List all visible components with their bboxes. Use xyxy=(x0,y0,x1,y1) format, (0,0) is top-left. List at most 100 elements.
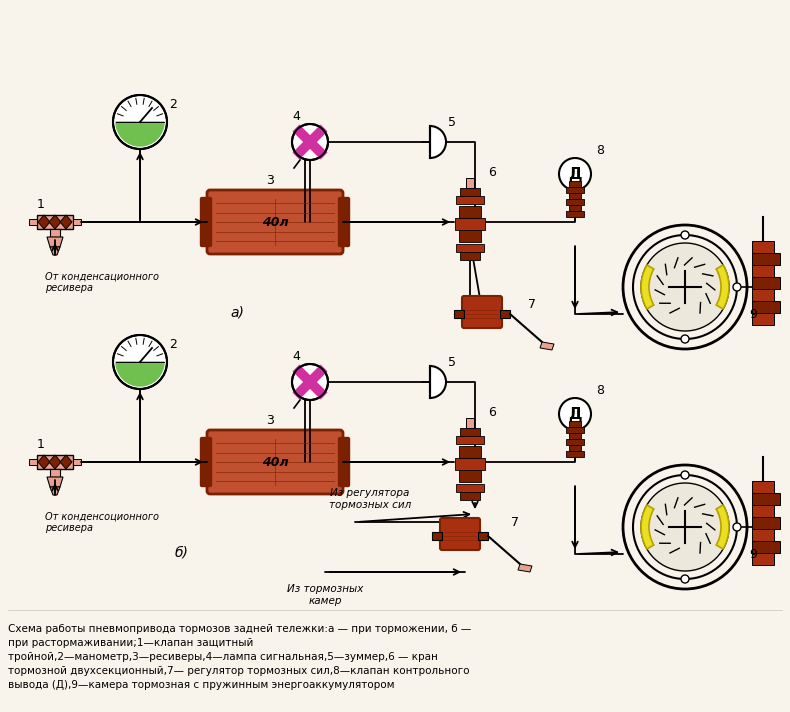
Bar xyxy=(50,469,60,477)
Text: а): а) xyxy=(230,306,244,320)
Bar xyxy=(50,229,60,237)
Text: тройной,2—манометр,3—ресиверы,4—лампа сигнальная,5—зуммер,6 — кран: тройной,2—манометр,3—ресиверы,4—лампа си… xyxy=(8,652,438,662)
Polygon shape xyxy=(47,237,63,247)
Bar xyxy=(455,218,485,230)
Text: От конденсационного
ресивера: От конденсационного ресивера xyxy=(45,271,159,293)
Bar xyxy=(460,252,480,260)
Bar xyxy=(29,219,37,225)
Text: тормозной двухсекционный,7— регулятор тормозных сил,8—клапан контрольного: тормозной двухсекционный,7— регулятор то… xyxy=(8,666,469,676)
FancyBboxPatch shape xyxy=(201,197,212,246)
FancyBboxPatch shape xyxy=(201,437,212,486)
Bar xyxy=(459,470,481,482)
Text: От конденсоционного
ресивера: От конденсоционного ресивера xyxy=(45,511,159,533)
FancyBboxPatch shape xyxy=(462,296,502,328)
Wedge shape xyxy=(717,265,729,309)
Wedge shape xyxy=(430,366,446,398)
Text: Из регулятора
тормозных сил: Из регулятора тормозных сил xyxy=(329,488,411,510)
Bar xyxy=(569,205,581,211)
Bar xyxy=(569,433,581,439)
Bar xyxy=(478,532,488,540)
Bar xyxy=(460,428,480,436)
Wedge shape xyxy=(641,265,654,309)
Circle shape xyxy=(633,235,737,339)
Bar xyxy=(752,541,780,553)
Wedge shape xyxy=(717,505,729,549)
Circle shape xyxy=(559,398,591,430)
Bar xyxy=(460,492,480,500)
Bar xyxy=(752,493,780,505)
Bar xyxy=(459,230,481,242)
Bar xyxy=(569,421,581,427)
Bar xyxy=(752,289,774,301)
Text: 1: 1 xyxy=(37,437,45,451)
Bar xyxy=(459,206,481,218)
Bar xyxy=(432,532,442,540)
Bar xyxy=(73,219,81,225)
Text: 7: 7 xyxy=(511,515,519,528)
Circle shape xyxy=(292,124,328,160)
Bar xyxy=(566,199,584,205)
Bar xyxy=(566,439,584,445)
Circle shape xyxy=(641,483,729,571)
Bar xyxy=(752,529,774,541)
Text: Д: Д xyxy=(568,167,581,182)
Bar xyxy=(466,418,474,428)
Text: 4: 4 xyxy=(292,350,300,362)
Bar xyxy=(37,455,73,469)
Bar xyxy=(752,265,774,277)
Wedge shape xyxy=(430,126,446,158)
Circle shape xyxy=(733,283,741,291)
Bar xyxy=(752,253,780,265)
Polygon shape xyxy=(540,342,554,350)
Circle shape xyxy=(113,335,167,389)
Text: 2: 2 xyxy=(169,337,177,350)
Text: Из тормозных
камер: Из тормозных камер xyxy=(287,584,363,606)
Polygon shape xyxy=(49,215,61,229)
Bar xyxy=(752,553,774,565)
Text: вывода (Д),9—камера тормозная с пружинным энергоаккумулятором: вывода (Д),9—камера тормозная с пружинны… xyxy=(8,680,394,690)
Bar xyxy=(456,196,484,204)
Text: 9: 9 xyxy=(749,308,757,322)
Bar xyxy=(752,517,780,529)
FancyBboxPatch shape xyxy=(207,190,343,254)
Bar xyxy=(569,445,581,451)
Text: при растормаживании;1—клапан защитный: при растормаживании;1—клапан защитный xyxy=(8,638,254,648)
Circle shape xyxy=(292,364,328,400)
Bar xyxy=(455,458,485,470)
Polygon shape xyxy=(518,564,532,572)
Polygon shape xyxy=(47,477,63,487)
Text: 8: 8 xyxy=(596,144,604,157)
Circle shape xyxy=(633,475,737,579)
Bar xyxy=(752,301,780,313)
Bar xyxy=(566,451,584,457)
Text: 4: 4 xyxy=(292,110,300,122)
Text: 8: 8 xyxy=(596,384,604,397)
Circle shape xyxy=(113,95,167,149)
Circle shape xyxy=(733,523,741,531)
Circle shape xyxy=(681,231,689,239)
Text: б): б) xyxy=(175,546,189,560)
Wedge shape xyxy=(116,362,164,386)
Bar xyxy=(466,178,474,188)
Text: 9: 9 xyxy=(749,548,757,562)
Polygon shape xyxy=(49,455,61,469)
Bar xyxy=(456,244,484,252)
Bar xyxy=(569,193,581,199)
Circle shape xyxy=(623,465,747,589)
Bar xyxy=(752,505,774,517)
Polygon shape xyxy=(60,455,72,469)
Bar xyxy=(459,446,481,458)
Text: 2: 2 xyxy=(169,98,177,110)
FancyBboxPatch shape xyxy=(207,430,343,494)
Text: 40л: 40л xyxy=(261,456,288,468)
Bar xyxy=(569,181,581,187)
Polygon shape xyxy=(50,247,60,255)
Text: 6: 6 xyxy=(488,406,496,419)
Text: 7: 7 xyxy=(528,298,536,310)
Bar xyxy=(456,484,484,492)
Text: 1: 1 xyxy=(37,197,45,211)
Circle shape xyxy=(559,158,591,190)
Bar xyxy=(29,459,37,465)
Bar xyxy=(500,310,510,318)
Text: 3: 3 xyxy=(266,414,274,426)
